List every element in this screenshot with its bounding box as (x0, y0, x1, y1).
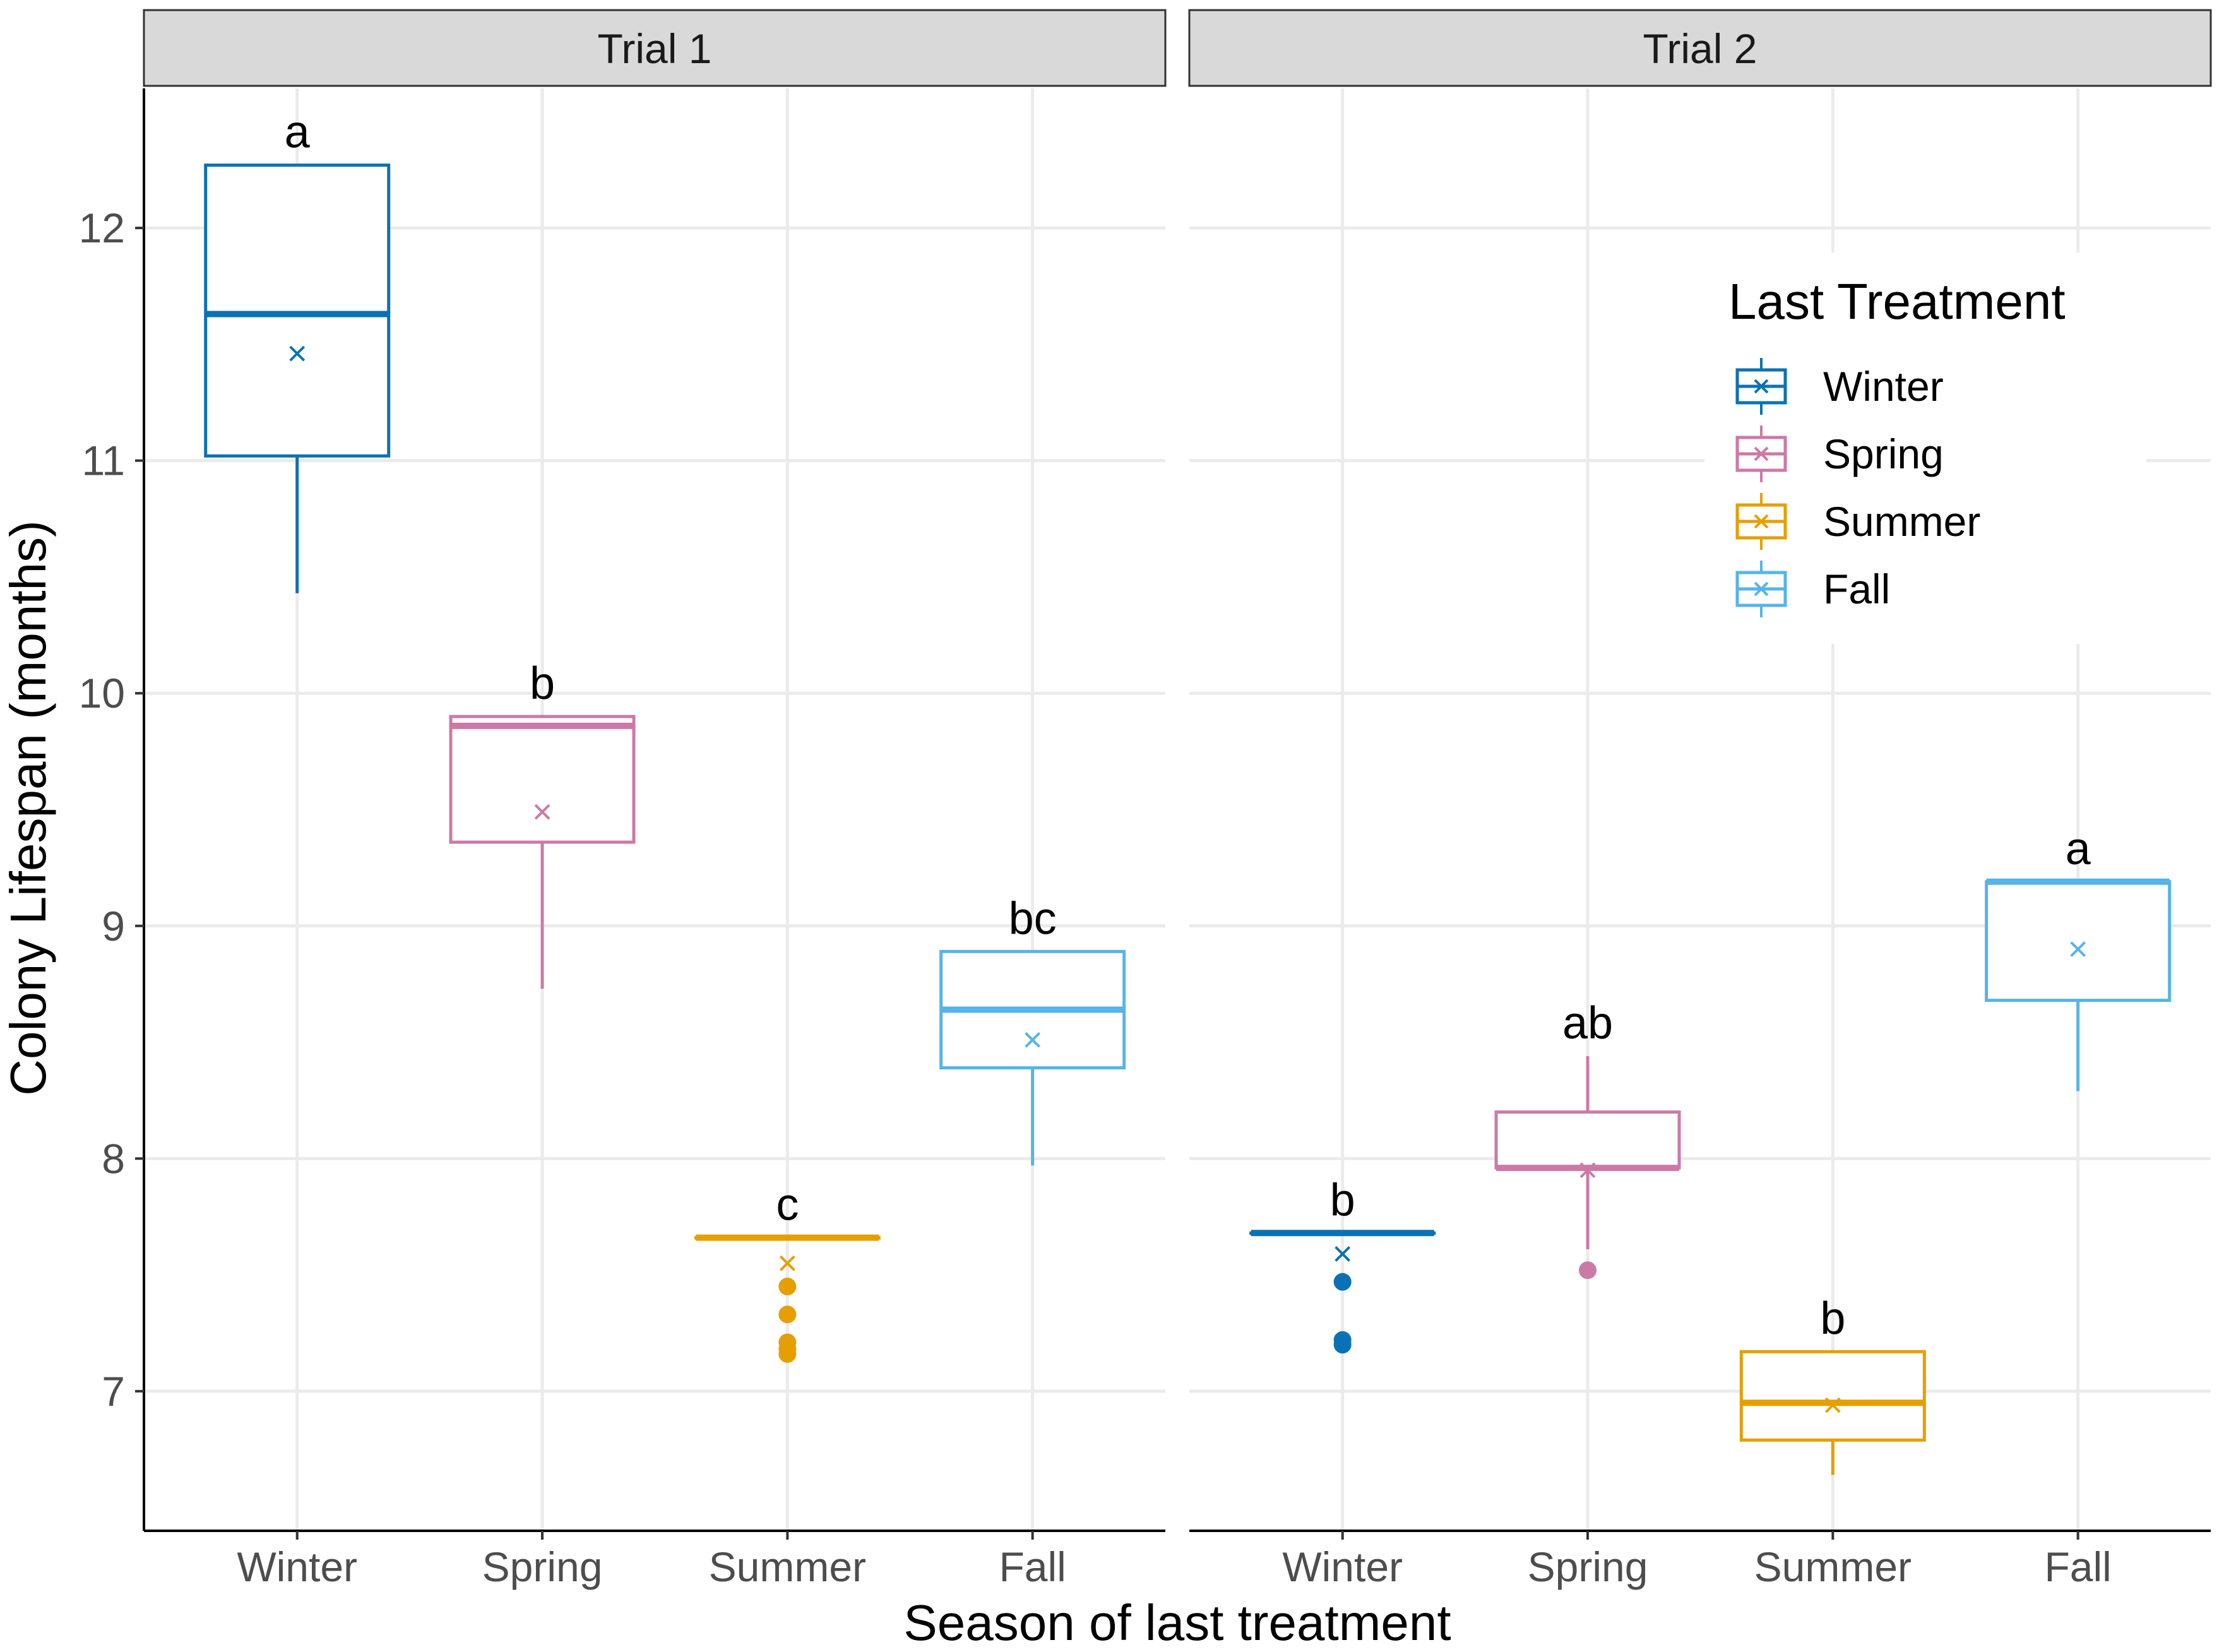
mean-marker-trial-1-spring (534, 804, 550, 820)
significance-letter-trial-2-spring: ab (1562, 998, 1613, 1049)
legend-key-fall (1735, 561, 1787, 617)
iqr-box-trial-2-spring (1494, 1110, 1681, 1170)
significance-letter-trial-2-winter: b (1330, 1175, 1355, 1225)
gridlines-trial-2 (1189, 88, 2211, 1531)
x-tick-label-trial-1-winter: Winter (237, 1543, 357, 1590)
boxes-trial-2: b ab b a (1249, 824, 2172, 1475)
strip-label-trial-2: Trial 2 (1643, 25, 1757, 72)
x-tick-label-trial-2-summer: Summer (1754, 1543, 1912, 1590)
box-trial-1-summer: c (694, 1180, 881, 1363)
iqr-box-trial-1-spring (449, 715, 636, 844)
box-trial-2-summer: b (1739, 1293, 1926, 1475)
x-tick-label-trial-2-fall: Fall (2044, 1543, 2111, 1590)
legend-label-winter: Winter (1823, 363, 1944, 410)
significance-letter-trial-1-spring: b (530, 658, 555, 709)
legend-label-summer: Summer (1823, 498, 1980, 545)
iqr-box-trial-1-winter (204, 163, 391, 458)
x-axis-ticks: Winter Spring Summer Fall Winter Spring Summer… (237, 1531, 2112, 1590)
box-trial-1-fall: bc (939, 893, 1126, 1166)
significance-letter-trial-1-winter: a (285, 107, 311, 158)
y-tick-label-12: 12 (79, 205, 125, 251)
iqr-box-trial-2-summer (1739, 1350, 1926, 1442)
legend-label-fall: Fall (1823, 566, 1890, 612)
panel-trial-2: Trial 2 b ab b a (1188, 9, 2212, 1531)
mean-marker-trial-2-summer (1824, 1397, 1841, 1413)
mean-marker-trial-2-spring (1579, 1162, 1596, 1179)
legend-key-summer (1735, 493, 1787, 550)
strip-trial-2 (1188, 9, 2212, 87)
mean-marker-trial-1-summer (779, 1255, 795, 1271)
y-tick-label-7: 7 (102, 1368, 125, 1415)
box-trial-1-spring: b (449, 658, 636, 989)
mean-marker-trial-1-winter (289, 345, 306, 362)
legend-keys: Winter Spring Summer Fall (1735, 358, 1980, 617)
mean-marker-trial-1-fall (1025, 1031, 1041, 1048)
significance-letter-trial-2-fall: a (2066, 824, 2091, 874)
legend-key-spring (1735, 425, 1787, 482)
y-tick-label-10: 10 (79, 670, 125, 716)
x-tick-label-trial-1-spring: Spring (482, 1543, 603, 1590)
x-tick-label-trial-2-spring: Spring (1528, 1543, 1648, 1590)
y-axis-ticks: 7 8 9 10 11 12 (79, 205, 144, 1415)
strip-label-trial-1: Trial 1 (598, 25, 712, 72)
outlier-trial-2-winter-2 (1333, 1336, 1352, 1354)
box-trial-2-fall: a (1985, 824, 2172, 1091)
y-tick-label-8: 8 (102, 1135, 125, 1182)
box-trial-1-winter: a (204, 107, 391, 593)
legend: Last Treatment Winter Spring Summer Fall (1704, 253, 2146, 644)
x-tick-label-trial-1-summer: Summer (709, 1543, 866, 1590)
legend-title: Last Treatment (1728, 273, 2066, 330)
significance-letter-trial-2-summer: b (1820, 1293, 1845, 1344)
legend-key-winter (1735, 358, 1787, 415)
x-tick-label-trial-1-fall: Fall (999, 1543, 1066, 1590)
x-axis-title: Season of last treatment (903, 1595, 1451, 1651)
x-tick-label-trial-2-winter: Winter (1282, 1543, 1403, 1590)
outlier-trial-1-summer-0 (778, 1278, 797, 1296)
significance-letter-trial-1-summer: c (776, 1180, 799, 1230)
y-tick-label-11: 11 (81, 437, 125, 484)
mean-marker-trial-2-winter (1335, 1246, 1351, 1262)
outlier-trial-1-summer-1 (778, 1305, 797, 1324)
box-trial-2-spring: ab (1494, 998, 1681, 1280)
iqr-box-trial-2-fall (1985, 880, 2172, 1002)
outlier-trial-1-summer-4 (778, 1345, 797, 1363)
mean-marker-trial-2-fall (2070, 941, 2086, 958)
box-trial-2-winter: b (1249, 1175, 1436, 1354)
significance-letter-trial-1-fall: bc (1009, 893, 1057, 944)
outlier-trial-2-spring-0 (1579, 1261, 1597, 1280)
y-axis-title: Colony Lifespan (months) (0, 520, 56, 1096)
outlier-trial-2-winter-0 (1333, 1273, 1352, 1291)
legend-label-spring: Spring (1823, 431, 1944, 477)
y-tick-label-9: 9 (102, 903, 125, 949)
strip-trial-1 (143, 9, 1167, 87)
